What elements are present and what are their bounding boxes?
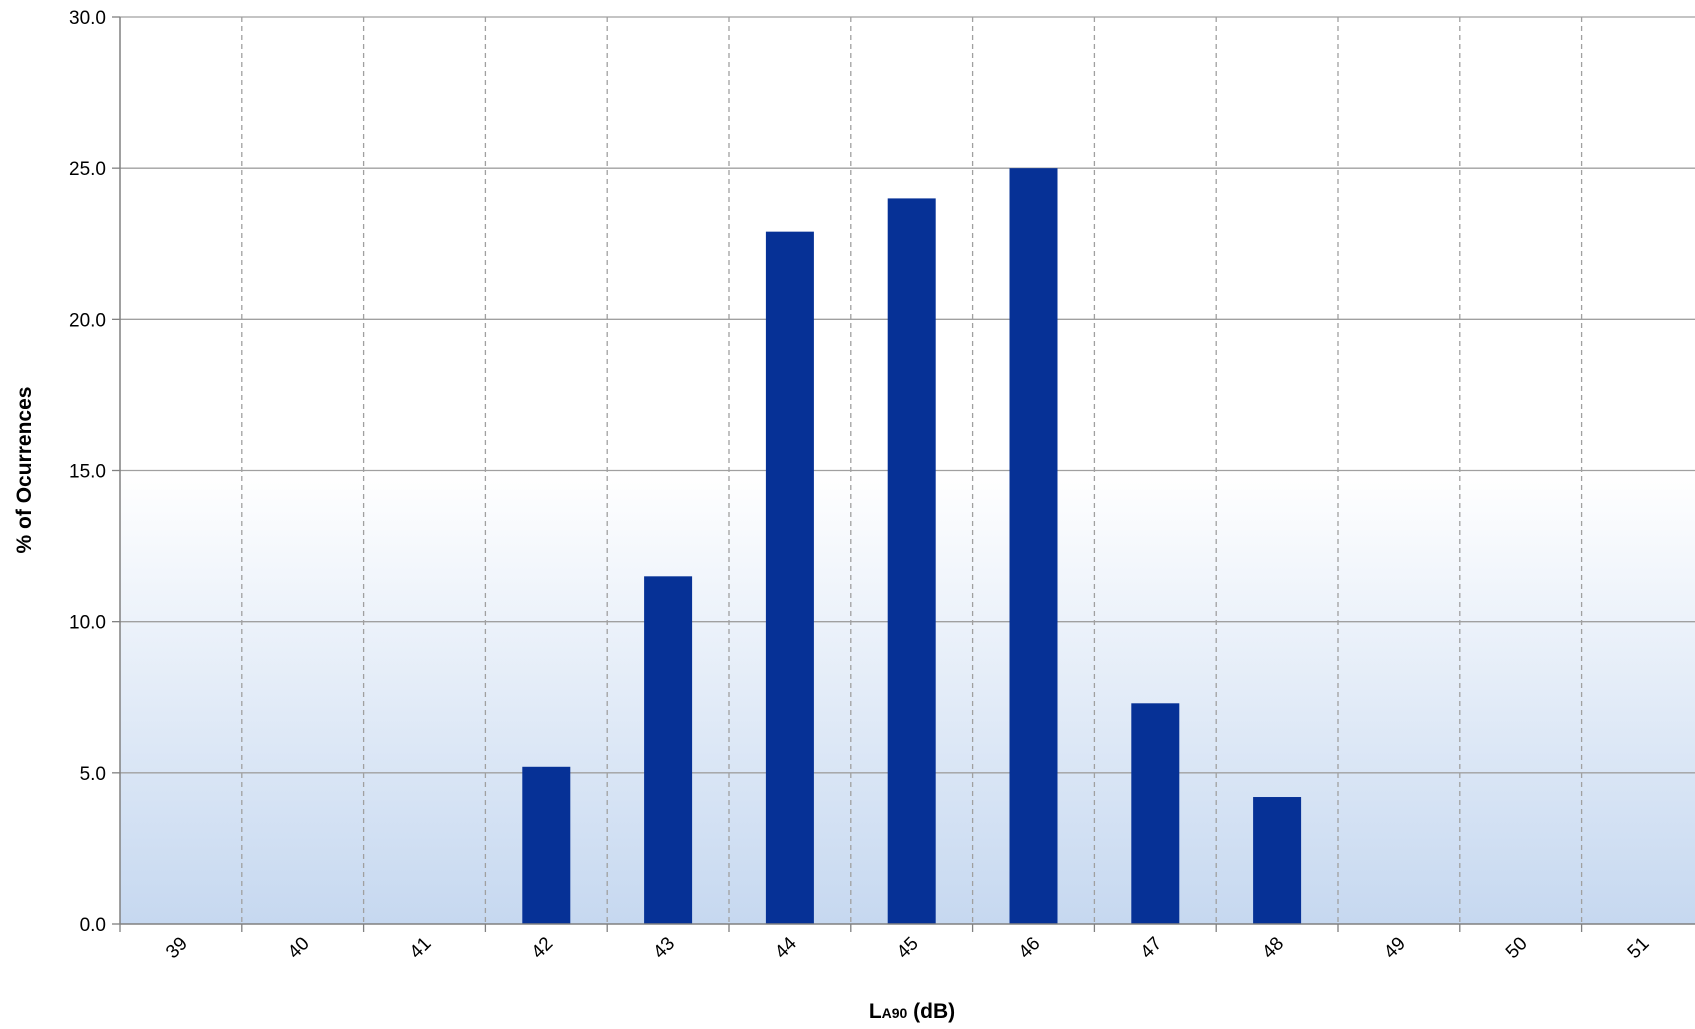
x-tick-label: 51 bbox=[1624, 933, 1654, 963]
bar-42 bbox=[522, 766, 571, 924]
x-tick-label: 44 bbox=[771, 933, 801, 963]
y-tick-label: 0.0 bbox=[80, 915, 106, 936]
bar-series bbox=[522, 168, 1302, 924]
x-tick-label: 45 bbox=[893, 933, 923, 963]
bar-44 bbox=[765, 231, 814, 924]
y-tick-label: 20.0 bbox=[69, 310, 106, 331]
x-axis-title-main: L bbox=[869, 1000, 882, 1023]
y-tick-label: 10.0 bbox=[69, 613, 106, 634]
x-tick-label: 49 bbox=[1380, 933, 1410, 963]
bar-43 bbox=[644, 576, 693, 924]
x-axis-tick-labels: 39 40 41 42 43 44 45 46 47 48 49 50 51 bbox=[119, 924, 1654, 963]
bar-48 bbox=[1253, 797, 1302, 924]
y-axis-title: % of Ocurrences bbox=[13, 387, 36, 554]
bar-45 bbox=[887, 198, 936, 924]
x-tick-label: 48 bbox=[1258, 933, 1288, 963]
y-tick-label: 5.0 bbox=[80, 764, 106, 785]
y-axis-tick-labels: 0.0 5.0 10.0 15.0 20.0 25.0 30.0 bbox=[69, 8, 120, 936]
bar-46 bbox=[1009, 168, 1058, 924]
bar-47 bbox=[1131, 703, 1180, 924]
x-tick-label: 39 bbox=[162, 933, 192, 963]
x-tick-label: 40 bbox=[284, 933, 314, 963]
x-tick-label: 46 bbox=[1015, 933, 1045, 963]
x-tick-label: 50 bbox=[1502, 933, 1532, 963]
x-axis-title-suffix: (dB) bbox=[907, 1000, 955, 1023]
x-tick-label: 41 bbox=[406, 933, 436, 963]
x-tick-label: 42 bbox=[528, 933, 558, 963]
x-axis-title-subscript: A90 bbox=[882, 1005, 908, 1021]
y-tick-label: 15.0 bbox=[69, 462, 106, 483]
y-tick-label: 30.0 bbox=[69, 8, 106, 29]
y-tick-label: 25.0 bbox=[69, 159, 106, 180]
x-axis-title: LA90 (dB) bbox=[869, 1000, 955, 1023]
x-tick-label: 43 bbox=[649, 933, 679, 963]
x-tick-label: 47 bbox=[1137, 933, 1167, 963]
